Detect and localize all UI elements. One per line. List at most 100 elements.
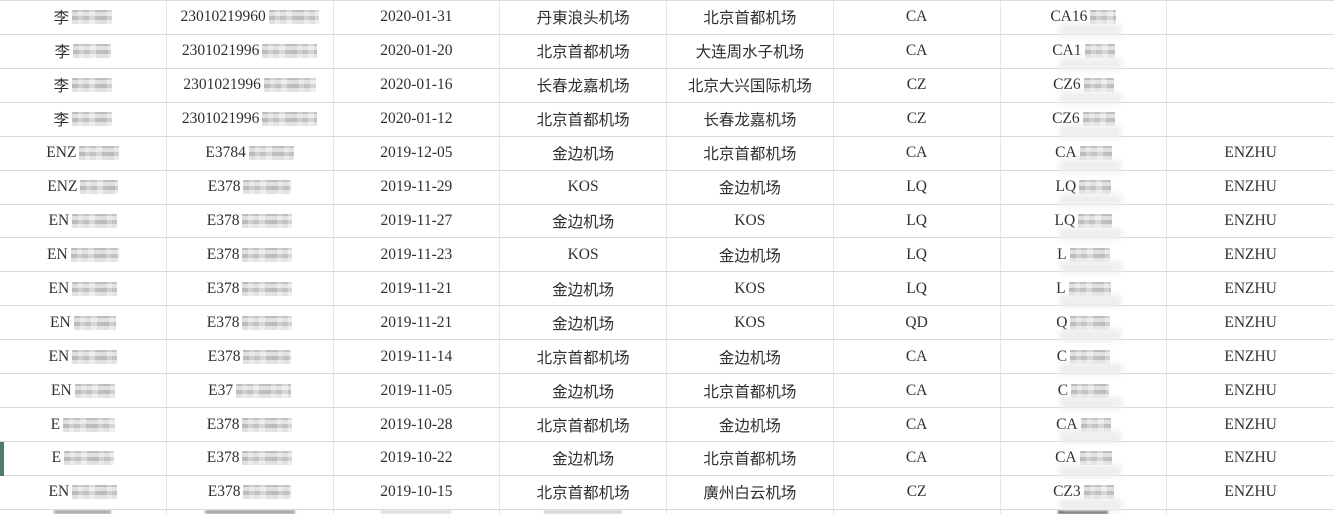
cell-id-number[interactable]: E378 [167,204,334,238]
cell-flight-date[interactable]: 2020-01-31 [334,1,501,34]
cell-flight-date[interactable]: 2019-10-15 [334,475,501,509]
cell-departure-airport[interactable]: 金边机场 [500,306,667,340]
cell-passenger-name[interactable]: EN [0,374,167,408]
cell-departure-airport[interactable]: 金边机场 [500,136,667,170]
cell-passenger-code[interactable]: ENZHU [1167,205,1334,238]
cell-flight-number[interactable]: CA [1001,441,1168,477]
cell-passenger-name[interactable]: 李 [0,34,167,68]
cell-id-number[interactable]: E3784 [167,136,334,170]
cell-arrival-airport[interactable]: 长春龙嘉机场 [667,102,834,136]
cell-passenger-name[interactable]: EN [0,272,167,306]
cell-id-number[interactable]: 2301021996 [167,68,334,102]
cell-airline-code[interactable]: CA [834,1,1001,34]
cell-id-number[interactable]: 23010219960 [167,1,334,34]
cell-airline-code[interactable]: CA [834,374,1001,408]
cell-passenger-code[interactable] [1167,1,1334,34]
cell-airline-code[interactable]: LQ [834,204,1001,238]
cell-flight-number[interactable]: C [1001,374,1168,410]
cell-airline-code[interactable]: CZ [834,68,1001,102]
cell-arrival-airport[interactable]: 金边机场 [667,238,834,272]
cell-passenger-name[interactable]: E [0,441,167,475]
cell-flight-date[interactable] [334,509,501,514]
cell-airline-code[interactable] [834,509,1001,514]
cell-passenger-name[interactable]: EN [0,204,167,238]
cell-flight-number[interactable]: CZ6 [1001,102,1168,138]
cell-passenger-name[interactable]: E [0,408,167,441]
cell-flight-number[interactable]: L [1001,238,1168,274]
cell-flight-number[interactable]: CA16 [1001,1,1168,36]
cell-departure-airport[interactable]: 北京首都机场 [500,102,667,136]
cell-flight-date[interactable]: 2019-11-29 [334,170,501,204]
cell-departure-airport[interactable]: KOS [500,238,667,272]
cell-airline-code[interactable]: LQ [834,238,1001,272]
cell-departure-airport[interactable]: 金边机场 [500,441,667,475]
cell-flight-number[interactable]: C [1001,340,1168,376]
cell-departure-airport[interactable]: 北京首都机场 [500,475,667,509]
cell-id-number[interactable]: E378 [167,272,334,306]
cell-id-number[interactable]: E378 [167,475,334,509]
cell-passenger-name[interactable]: 李 [0,68,167,102]
cell-passenger-name[interactable]: EN [0,306,167,340]
cell-flight-date[interactable]: 2019-11-14 [334,340,501,374]
cell-flight-date[interactable]: 2020-01-20 [334,34,501,68]
cell-passenger-code[interactable]: ENZHU [1167,476,1334,509]
cell-arrival-airport[interactable] [667,509,834,514]
cell-passenger-name[interactable]: EN [0,340,167,374]
cell-flight-number[interactable]: CA1 [1001,34,1168,70]
cell-airline-code[interactable]: CZ [834,475,1001,509]
cell-passenger-name[interactable]: ENZ [0,136,167,170]
cell-passenger-code[interactable]: ENZHU [1167,374,1334,407]
cell-departure-airport[interactable]: 丹東浪头机场 [500,1,667,34]
cell-id-number[interactable]: E378 [167,340,334,374]
cell-id-number[interactable]: E378 [167,238,334,272]
cell-departure-airport[interactable]: 北京首都机场 [500,408,667,441]
cell-airline-code[interactable]: CA [834,136,1001,170]
cell-passenger-code[interactable]: ENZHU [1167,238,1334,271]
cell-flight-number[interactable] [1001,509,1168,514]
cell-flight-number[interactable]: CZ6 [1001,68,1168,104]
cell-passenger-code[interactable]: ENZHU [1167,340,1334,373]
cell-airline-code[interactable]: CA [834,340,1001,374]
cell-flight-date[interactable]: 2019-11-05 [334,374,501,408]
cell-flight-date[interactable]: 2019-11-21 [334,306,501,340]
cell-flight-date[interactable]: 2020-01-16 [334,68,501,102]
cell-flight-number[interactable]: L [1001,272,1168,308]
cell-passenger-name[interactable]: EN [0,475,167,509]
cell-passenger-name[interactable] [0,509,167,514]
cell-flight-date[interactable]: 2020-01-12 [334,102,501,136]
cell-id-number[interactable] [167,509,334,514]
cell-arrival-airport[interactable]: 金边机场 [667,340,834,374]
cell-flight-date[interactable]: 2019-11-23 [334,238,501,272]
cell-flight-date[interactable]: 2019-11-27 [334,204,501,238]
cell-flight-number[interactable]: LQ [1001,204,1168,240]
cell-passenger-code[interactable]: ENZHU [1167,171,1334,204]
cell-flight-number[interactable]: CA [1001,408,1168,444]
cell-id-number[interactable]: E37 [167,374,334,408]
cell-id-number[interactable]: E378 [167,408,334,441]
cell-passenger-code[interactable] [1167,103,1334,136]
cell-flight-number[interactable]: Q [1001,306,1168,342]
cell-airline-code[interactable]: CA [834,34,1001,68]
cell-departure-airport[interactable] [500,509,667,514]
cell-arrival-airport[interactable]: 北京首都机场 [667,1,834,34]
cell-passenger-name[interactable]: 李 [0,102,167,136]
cell-passenger-code[interactable]: ENZHU [1167,306,1334,339]
cell-flight-number[interactable]: CZ3 [1001,475,1168,511]
cell-departure-airport[interactable]: 金边机场 [500,204,667,238]
cell-airline-code[interactable]: LQ [834,170,1001,204]
cell-airline-code[interactable]: CA [834,408,1001,441]
cell-arrival-airport[interactable]: 廣州白云机场 [667,475,834,509]
cell-id-number[interactable]: E378 [167,441,334,475]
cell-arrival-airport[interactable]: 北京大兴国际机场 [667,68,834,102]
cell-arrival-airport[interactable]: 北京首都机场 [667,374,834,408]
cell-id-number[interactable]: 2301021996 [167,102,334,136]
cell-passenger-code[interactable] [1167,35,1334,68]
cell-flight-number[interactable]: LQ [1001,170,1168,206]
cell-airline-code[interactable]: CZ [834,102,1001,136]
cell-departure-airport[interactable]: 北京首都机场 [500,34,667,68]
cell-airline-code[interactable]: CA [834,441,1001,475]
cell-arrival-airport[interactable]: 金边机场 [667,170,834,204]
cell-arrival-airport[interactable]: 北京首都机场 [667,136,834,170]
cell-passenger-name[interactable]: 李 [0,1,167,34]
cell-airline-code[interactable]: LQ [834,272,1001,306]
